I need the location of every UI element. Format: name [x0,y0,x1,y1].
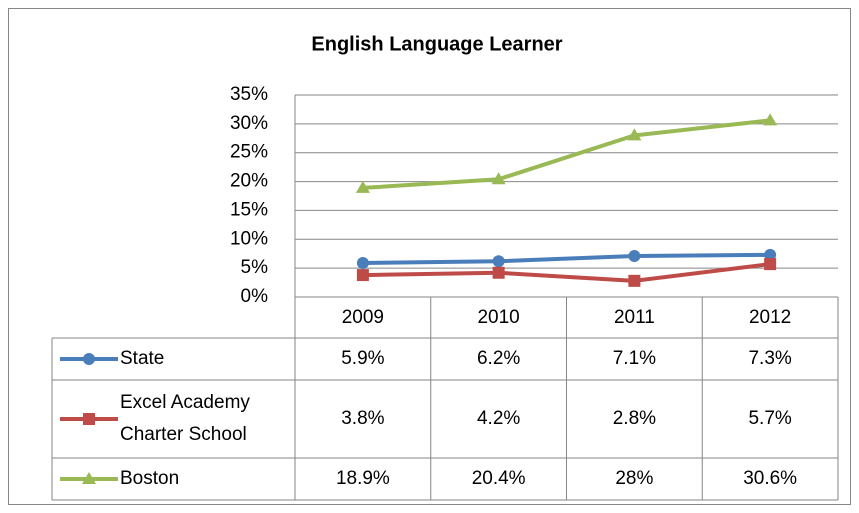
legend-label: State [120,348,165,369]
y-tick-label: 5% [241,257,269,278]
y-tick-label: 0% [241,286,269,307]
data-label: 4.2% [477,408,520,429]
y-tick-label: 25% [230,142,268,163]
data-label: 3.8% [341,408,384,429]
data-label: 30.6% [743,468,797,489]
marker [492,255,505,268]
data-label: 2.8% [613,408,656,429]
legend-marker [83,353,95,365]
marker [764,258,777,271]
series-line [362,262,771,283]
legend-cell: State [120,342,292,376]
legend-label-box: Boston [120,462,292,496]
y-tick-label: 15% [230,199,268,220]
legend-label: Excel Academy Charter School [120,392,250,445]
x-tick-label: 2011 [614,307,655,328]
data-label: 6.2% [477,348,520,369]
y-tick-label: 10% [230,228,268,249]
legend-label: Boston [120,468,180,489]
data-label: 18.9% [336,468,390,489]
x-tick-label: 2010 [477,307,519,328]
legend-cell: Excel Academy Charter School [120,384,292,454]
y-tick-label: 30% [230,113,268,134]
y-tick-label: 35% [230,84,268,105]
data-label: 20.4% [472,468,526,489]
marker [356,256,369,269]
data-label: 7.3% [748,348,791,369]
marker [491,172,506,185]
legend-cell: Boston [120,462,292,496]
data-label: 28% [615,468,653,489]
series-line [362,252,771,265]
marker [492,266,505,279]
x-tick-label: 2012 [749,307,791,328]
marker [355,180,370,193]
series-line [362,118,771,190]
marker [356,269,369,282]
data-label: 7.1% [613,348,656,369]
legend-label-box: Excel Academy Charter School [120,384,292,454]
marker [628,250,641,263]
data-label: 5.9% [341,348,384,369]
legend-marker [83,413,95,425]
data-label: 5.7% [748,408,791,429]
legend-label-box: State [120,342,292,376]
legend-marker [82,472,96,484]
marker [763,113,778,126]
marker [628,274,641,287]
x-tick-label: 2009 [342,307,384,328]
marker [764,248,777,261]
marker [627,128,642,141]
y-tick-label: 20% [230,171,268,192]
chart-title: English Language Learner [311,33,562,55]
